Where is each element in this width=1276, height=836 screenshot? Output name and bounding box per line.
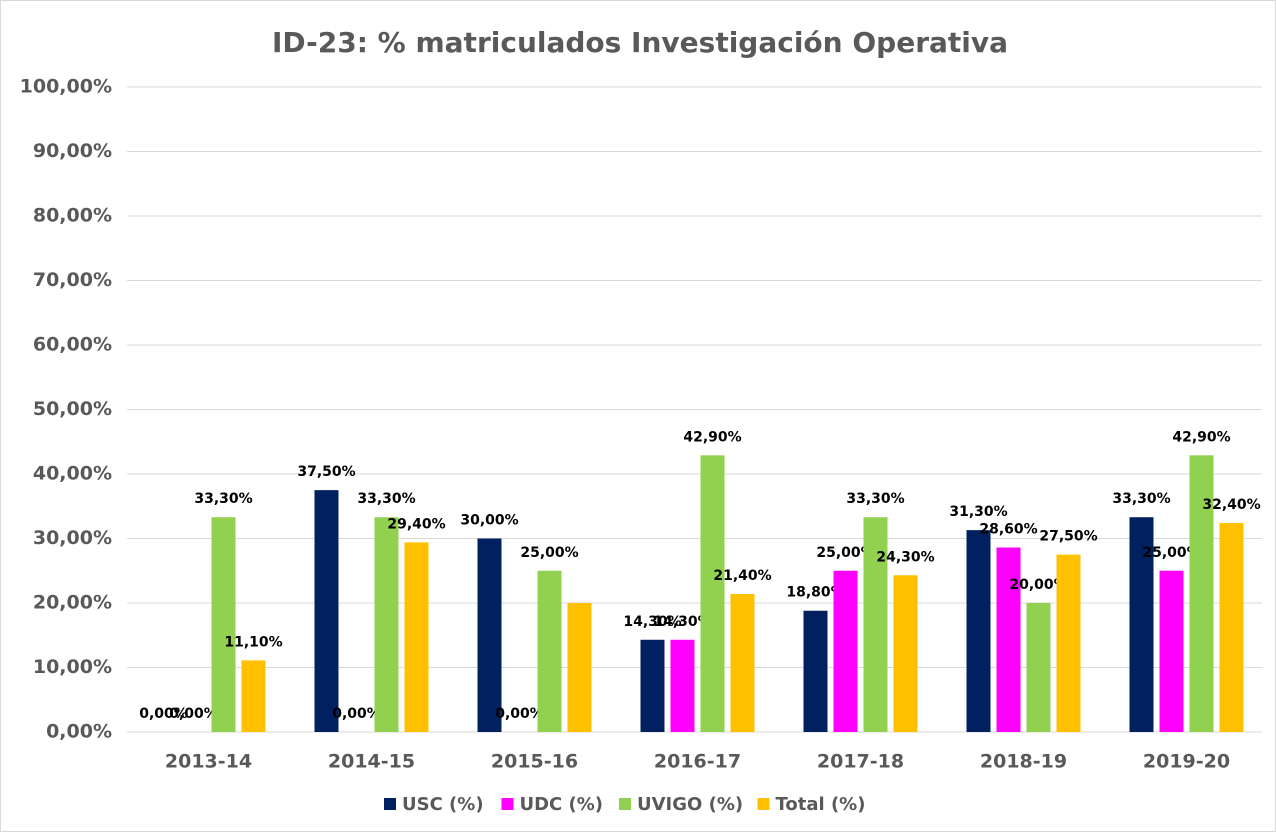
- data-label: 42,90%: [1172, 429, 1230, 445]
- data-label: 14,30%: [653, 614, 711, 630]
- bar: [537, 570, 562, 732]
- bar: [567, 603, 592, 732]
- x-tick-label: 2016-17: [654, 751, 741, 773]
- data-label: 33,30%: [1112, 491, 1170, 507]
- data-label: 18,80%: [786, 585, 844, 601]
- x-tick-label: 2015-16: [491, 751, 578, 773]
- bar: [966, 530, 991, 732]
- y-tick-label: 100,00%: [20, 76, 112, 98]
- legend-label: Total (%): [776, 794, 866, 815]
- y-tick-label: 70,00%: [33, 269, 112, 291]
- bar: [700, 455, 725, 732]
- data-label: 20,00%: [1009, 577, 1067, 593]
- legend-swatch: [757, 798, 770, 810]
- x-tick-label: 2019-20: [1143, 751, 1230, 773]
- y-tick-label: 60,00%: [33, 334, 112, 356]
- data-label: 11,10%: [224, 634, 282, 650]
- data-label: 27,50%: [1039, 529, 1097, 545]
- bar: [803, 610, 828, 732]
- data-label: 0,00%: [169, 706, 218, 722]
- data-label: 32,40%: [1202, 497, 1260, 513]
- bar: [996, 547, 1021, 732]
- data-label: 0,00%: [495, 706, 544, 722]
- bar: [477, 538, 502, 732]
- data-label: 31,30%: [949, 504, 1007, 520]
- legend-swatch: [619, 798, 631, 810]
- x-tick-label: 2013-14: [165, 751, 252, 773]
- bar: [1129, 517, 1154, 732]
- data-label: 28,60%: [979, 522, 1037, 538]
- y-tick-label: 80,00%: [33, 205, 112, 227]
- bar: [833, 570, 858, 732]
- y-tick-label: 10,00%: [33, 656, 112, 678]
- legend-swatch: [501, 798, 514, 810]
- data-label: 33,30%: [846, 491, 904, 507]
- bar: [211, 517, 236, 732]
- data-label: 33,30%: [194, 491, 252, 507]
- chart-title: ID-23: % matriculados Investigación Oper…: [272, 26, 1008, 59]
- bar: [374, 517, 399, 732]
- data-label: 42,90%: [683, 429, 741, 445]
- data-label: 25,00%: [1142, 545, 1200, 561]
- bar: [404, 542, 429, 732]
- data-label: 24,30%: [876, 549, 934, 565]
- bar: [1189, 455, 1214, 732]
- legend-label: UDC (%): [520, 794, 604, 815]
- bar: [730, 593, 755, 732]
- bar: [863, 517, 888, 732]
- bar: [1056, 554, 1081, 732]
- data-label: 30,00%: [460, 513, 518, 529]
- bar: [893, 575, 918, 732]
- bar: [241, 660, 266, 732]
- x-tick-label: 2018-19: [980, 751, 1067, 773]
- data-label: 37,50%: [297, 464, 355, 480]
- bar: [1219, 523, 1244, 732]
- x-tick-label: 2017-18: [817, 751, 904, 773]
- bar: [314, 490, 339, 732]
- bar: [670, 639, 695, 732]
- data-label: 21,40%: [713, 568, 771, 584]
- legend-label: UVIGO (%): [637, 794, 743, 815]
- y-tick-label: 20,00%: [33, 592, 112, 614]
- data-label: 0,00%: [139, 706, 188, 722]
- data-label: 33,30%: [357, 491, 415, 507]
- data-label: 25,00%: [816, 545, 874, 561]
- data-label: 14,30%: [623, 614, 681, 630]
- y-tick-label: 0,00%: [46, 721, 112, 743]
- bar: [1026, 603, 1051, 732]
- y-tick-label: 50,00%: [33, 398, 112, 420]
- bar: [1159, 570, 1184, 732]
- bar: [640, 639, 665, 732]
- y-tick-label: 40,00%: [33, 463, 112, 485]
- y-tick-label: 30,00%: [33, 527, 112, 549]
- data-label: 29,40%: [387, 516, 445, 532]
- legend-label: USC (%): [402, 794, 484, 815]
- legend-swatch: [384, 798, 396, 810]
- data-label: 25,00%: [520, 545, 578, 561]
- y-tick-label: 90,00%: [33, 140, 112, 162]
- data-label: 0,00%: [332, 706, 381, 722]
- x-tick-label: 2014-15: [328, 751, 415, 773]
